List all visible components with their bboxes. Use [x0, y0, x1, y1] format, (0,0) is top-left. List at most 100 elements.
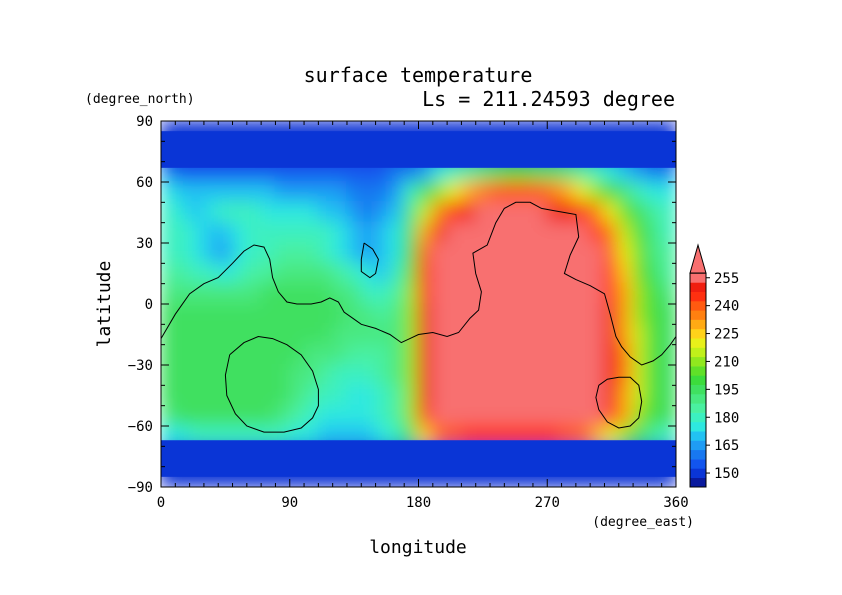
colorbar-segment	[690, 319, 706, 330]
heatmap-cell	[388, 364, 406, 387]
heatmap-cell	[431, 343, 449, 366]
heatmap-cell	[446, 303, 463, 326]
colorbar-segment	[690, 375, 706, 385]
heatmap-cell	[531, 262, 549, 285]
heatmap-cell	[174, 242, 191, 265]
heatmap-cell	[431, 181, 449, 204]
heatmap-cell	[174, 262, 191, 285]
heatmap-cell	[188, 242, 205, 265]
heatmap-cell	[388, 181, 406, 204]
heatmap-cell	[245, 282, 263, 305]
heatmap-cell	[331, 201, 348, 224]
colorbar-segment	[690, 440, 706, 451]
heatmap-cell	[403, 364, 420, 387]
heatmap-cell	[531, 242, 549, 265]
heatmap-cell	[489, 282, 506, 305]
heatmap-cell	[474, 181, 492, 204]
heatmap-cell	[360, 201, 377, 224]
heatmap-cell	[303, 242, 320, 265]
heatmap-cell	[388, 384, 406, 407]
heatmap-cell	[603, 181, 620, 204]
heatmap-cell	[603, 384, 620, 407]
heatmap-cell	[161, 323, 177, 346]
chart-subtitle: Ls = 211.24593 degree	[422, 87, 675, 111]
heatmap-cell	[546, 364, 563, 387]
heatmap-cell	[474, 323, 492, 346]
contour-line	[595, 376, 643, 429]
heatmap-cell	[503, 181, 520, 204]
heatmap-cell	[460, 384, 477, 407]
heatmap-cell	[360, 221, 377, 244]
heatmap-cell	[260, 323, 277, 346]
heatmap-cell	[531, 323, 549, 346]
heatmap-cell	[617, 262, 635, 285]
contour-line	[161, 201, 676, 366]
heatmap-cell	[431, 364, 449, 387]
heatmap-cell	[489, 343, 506, 366]
heatmap-cell	[202, 404, 220, 427]
heatmap-cell	[417, 221, 434, 244]
heatmap-cell	[660, 262, 676, 285]
heatmap-cell	[574, 404, 592, 427]
heatmap-cell	[331, 323, 348, 346]
heatmap-cell	[202, 242, 220, 265]
heatmap-cell	[603, 323, 620, 346]
heatmap-cell	[489, 181, 506, 204]
heatmap-cell	[417, 404, 434, 427]
heatmap-cell	[431, 282, 449, 305]
heatmap-cell	[288, 364, 306, 387]
heatmap-cell	[646, 323, 663, 346]
heatmap-cell	[374, 343, 391, 366]
heatmap-cell	[245, 262, 263, 285]
heatmap-cell	[632, 323, 649, 346]
heatmap-cell	[403, 181, 420, 204]
heatmap-cell	[331, 404, 348, 427]
heatmap-cell	[188, 323, 205, 346]
heatmap-cell	[331, 262, 348, 285]
heatmap-cell	[161, 242, 177, 265]
heatmap-cell	[489, 404, 506, 427]
heatmap-cell	[603, 262, 620, 285]
x-tick-label: 90	[281, 495, 298, 511]
heatmap-cell	[174, 303, 191, 326]
heatmap-cell	[161, 404, 177, 427]
heatmap-cell	[317, 221, 334, 244]
heatmap-cell	[231, 404, 248, 427]
heatmap-cell	[560, 384, 577, 407]
heatmap-cell	[202, 262, 220, 285]
heatmap-cell	[231, 343, 248, 366]
heatmap-cell	[303, 343, 320, 366]
heatmap-cell	[660, 364, 676, 387]
heatmap-cell	[531, 343, 549, 366]
heatmap-cells	[161, 121, 676, 487]
heatmap-cell	[489, 201, 506, 224]
heatmap-cell	[360, 323, 377, 346]
heatmap-cell	[274, 282, 291, 305]
heatmap-cell	[474, 262, 492, 285]
colorbar-segment	[690, 301, 706, 311]
heatmap-cell	[531, 201, 549, 224]
heatmap-cell	[274, 242, 291, 265]
heatmap-cell	[374, 364, 391, 387]
heatmap-cell	[603, 221, 620, 244]
heatmap-cell	[345, 404, 363, 427]
heatmap-cell	[217, 221, 234, 244]
heatmap-cell	[546, 181, 563, 204]
contour-line	[360, 242, 379, 279]
heatmap-cell	[161, 303, 177, 326]
heatmap-cell	[546, 404, 563, 427]
heatmap-cell	[417, 303, 434, 326]
x-tick-label: 270	[535, 495, 560, 511]
colorbar-extend-arrow	[689, 243, 707, 274]
heatmap-cell	[360, 343, 377, 366]
heatmap-cell	[317, 181, 334, 204]
heatmap-cell	[360, 364, 377, 387]
heatmap-cell	[646, 303, 663, 326]
heatmap-cell	[560, 221, 577, 244]
heatmap-cell	[288, 282, 306, 305]
heatmap-cell	[517, 364, 534, 387]
heatmap-cell	[632, 303, 649, 326]
y-axis-label: latitude	[94, 261, 115, 348]
heatmap-cell	[403, 282, 420, 305]
chart-title: surface temperature	[304, 63, 533, 87]
